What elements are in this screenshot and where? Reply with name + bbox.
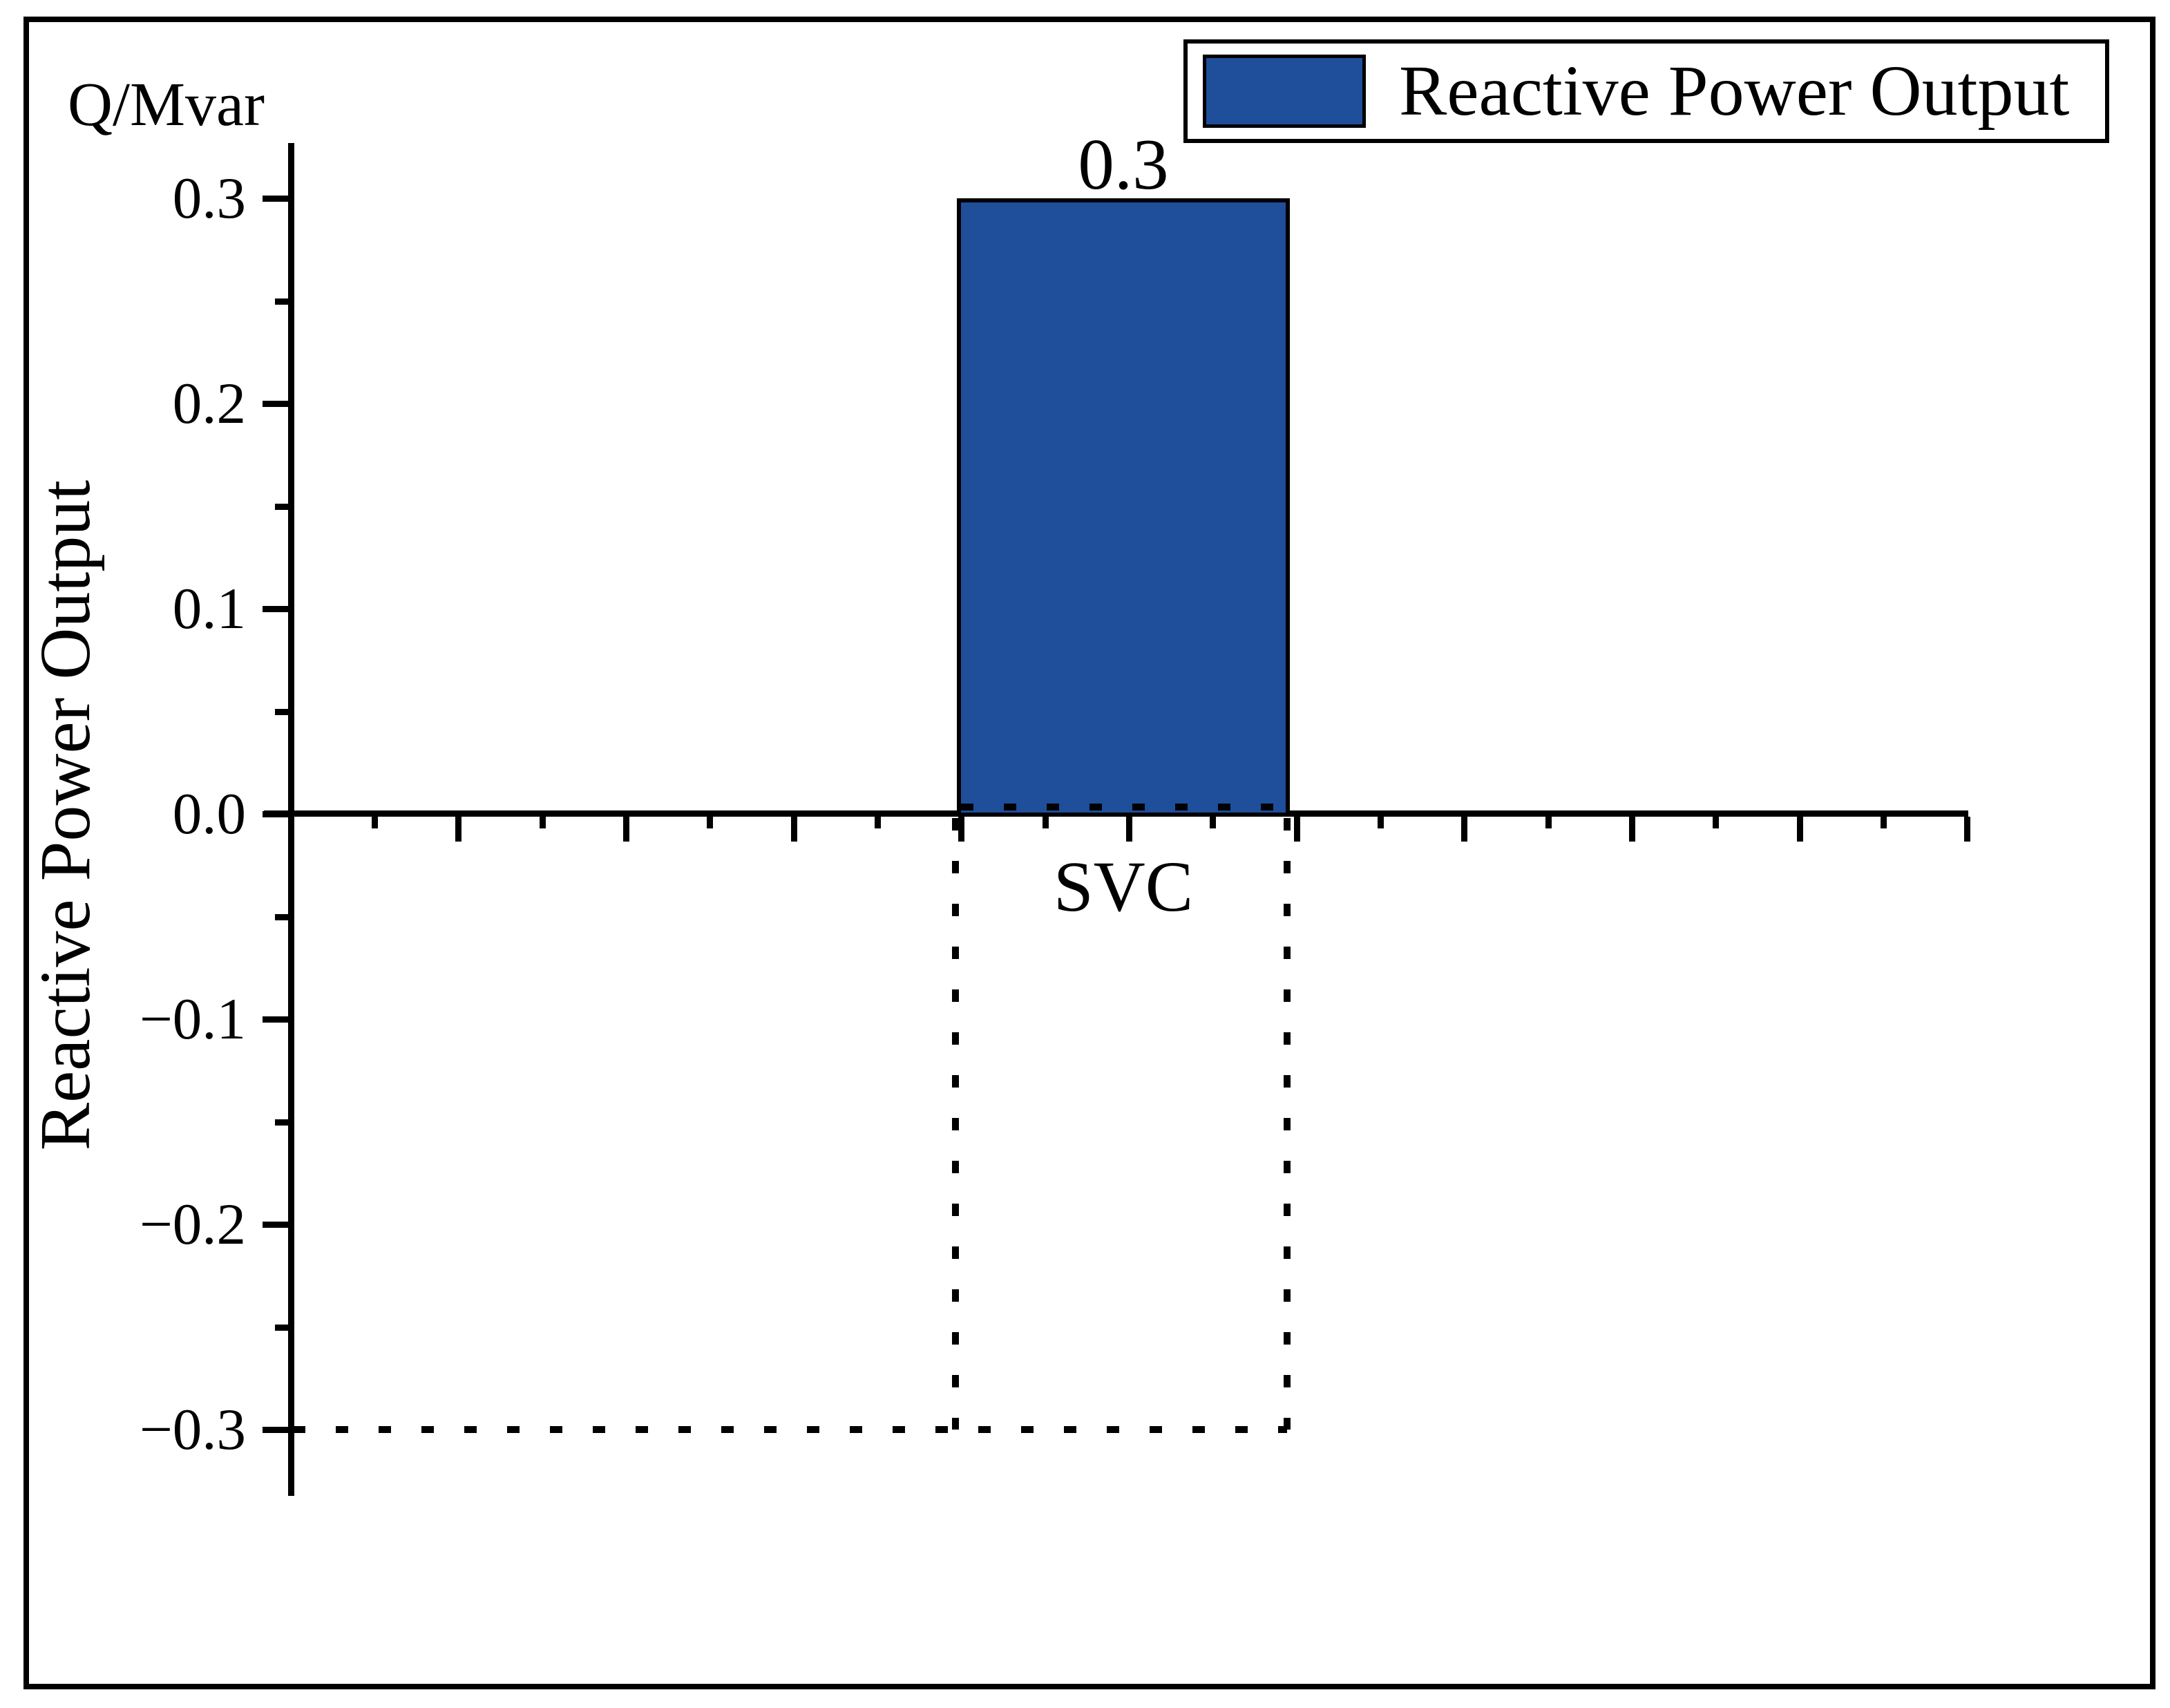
x-major-tick [623,817,629,842]
y-minor-tick [275,913,288,920]
bar-value-label: 0.3 [1078,124,1169,205]
x-minor-tick [707,817,713,828]
x-major-tick [1964,817,1970,842]
y-minor-tick [275,1324,288,1331]
y-tick-label: 0.1 [172,576,246,641]
y-major-tick [263,811,288,817]
y-major-tick [263,606,288,612]
x-minor-tick [1210,817,1216,828]
x-major-tick [1797,817,1803,842]
y-tick-label: 0.0 [172,781,246,846]
y-minor-tick [275,298,288,305]
x-minor-tick [1043,817,1049,828]
legend-box: Reactive Power Output [1183,39,2109,143]
x-major-tick [791,817,797,842]
x-minor-tick [540,817,546,828]
y-major-tick [263,401,288,407]
x-minor-tick [372,817,378,828]
y-tick-label: −0.1 [139,987,246,1052]
x-major-tick [958,817,964,842]
y-minor-tick [275,503,288,510]
y-tick-label: 0.2 [172,371,246,436]
x-minor-tick [1545,817,1552,828]
y-major-tick [263,1016,288,1023]
x-minor-tick [875,817,881,828]
x-category-label-svc: SVC [1053,847,1194,927]
legend-label: Reactive Power Output [1399,51,2070,131]
x-major-tick [1461,817,1467,842]
x-minor-tick [1713,817,1719,828]
y-axis-unit-label: Q/Mvar [68,70,265,139]
y-major-tick [263,1222,288,1228]
x-major-tick [1294,817,1300,842]
y-axis-line [288,143,294,1496]
y-tick-label: −0.3 [139,1397,246,1462]
y-major-tick [263,196,288,202]
y-tick-label: −0.2 [139,1192,246,1257]
x-major-tick [1126,817,1132,842]
x-minor-tick [1378,817,1384,828]
x-major-tick [455,817,461,842]
legend-swatch [1203,55,1366,128]
y-minor-tick [275,708,288,715]
y-minor-tick [275,1119,288,1126]
y-tick-label: 0.3 [172,166,246,231]
y-major-tick [263,1427,288,1433]
x-major-tick [1629,817,1635,842]
bar-svc [957,198,1290,817]
x-minor-tick [1881,817,1887,828]
